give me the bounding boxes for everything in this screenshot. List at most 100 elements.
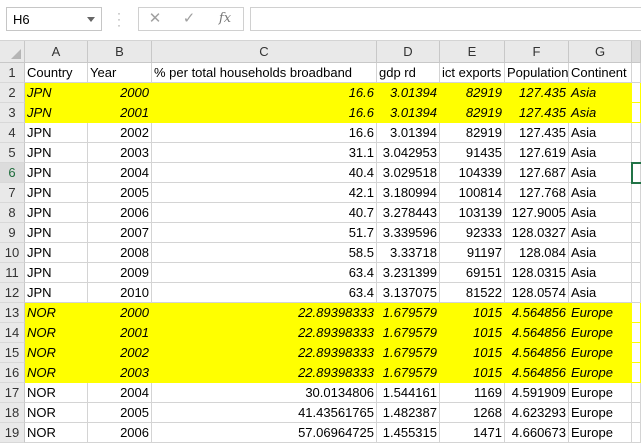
cell-a11[interactable]: JPN [25,263,88,283]
cell-d8[interactable]: 3.278443 [377,203,440,223]
column-header-e[interactable]: E [440,41,505,63]
cell-a9[interactable]: JPN [25,223,88,243]
cell-c16[interactable]: 22.89398333 [152,363,377,383]
cell-h12[interactable] [632,283,641,303]
cell-d11[interactable]: 3.231399 [377,263,440,283]
cell-c4[interactable]: 16.6 [152,123,377,143]
row-header[interactable]: 13 [0,303,25,323]
cell-g3[interactable]: Asia [569,103,632,123]
cell-c8[interactable]: 40.7 [152,203,377,223]
cell-h15[interactable] [632,343,641,363]
cell-e18[interactable]: 1268 [440,403,505,423]
cell-g5[interactable]: Asia [569,143,632,163]
cell-h18[interactable] [632,403,641,423]
cell-h8[interactable] [632,203,641,223]
cell-b18[interactable]: 2005 [88,403,152,423]
row-header[interactable]: 19 [0,423,25,443]
cell-h2[interactable] [632,83,641,103]
cell-b13[interactable]: 2000 [88,303,152,323]
cancel-icon[interactable]: ✕ [148,10,162,27]
row-header[interactable]: 3 [0,103,25,123]
row-header[interactable]: 14 [0,323,25,343]
cell-f3[interactable]: 127.435 [505,103,569,123]
cell-d19[interactable]: 1.455315 [377,423,440,443]
cell-a10[interactable]: JPN [25,243,88,263]
row-header[interactable]: 15 [0,343,25,363]
cell-b6[interactable]: 2004 [88,163,152,183]
cell-f9[interactable]: 128.0327 [505,223,569,243]
cell-c2[interactable]: 16.6 [152,83,377,103]
cell-d15[interactable]: 1.679579 [377,343,440,363]
column-header-c[interactable]: C [152,41,377,63]
cell-b10[interactable]: 2008 [88,243,152,263]
row-header[interactable]: 10 [0,243,25,263]
cell-f10[interactable]: 128.084 [505,243,569,263]
cell-d12[interactable]: 3.137075 [377,283,440,303]
row-header[interactable]: 7 [0,183,25,203]
row-header[interactable]: 6 [0,163,25,183]
cell-g18[interactable]: Europe [569,403,632,423]
cell-e14[interactable]: 1015 [440,323,505,343]
cell-c13[interactable]: 22.89398333 [152,303,377,323]
cell-f16[interactable]: 4.564856 [505,363,569,383]
cell-a2[interactable]: JPN [25,83,88,103]
cell-g15[interactable]: Europe [569,343,632,363]
cell-c15[interactable]: 22.89398333 [152,343,377,363]
cell-a17[interactable]: NOR [25,383,88,403]
cell-f13[interactable]: 4.564856 [505,303,569,323]
cell-g16[interactable]: Europe [569,363,632,383]
cell-b7[interactable]: 2005 [88,183,152,203]
insert-function-icon[interactable]: fx [218,11,232,26]
row-header[interactable]: 2 [0,83,25,103]
cell-b16[interactable]: 2003 [88,363,152,383]
cell-a7[interactable]: JPN [25,183,88,203]
cell-a18[interactable]: NOR [25,403,88,423]
cell-e6[interactable]: 104339 [440,163,505,183]
cell-a14[interactable]: NOR [25,323,88,343]
cell-g17[interactable]: Europe [569,383,632,403]
cell-c3[interactable]: 16.6 [152,103,377,123]
cell-b11[interactable]: 2009 [88,263,152,283]
cell-g12[interactable]: Asia [569,283,632,303]
cell-f6[interactable]: 127.687 [505,163,569,183]
cell-c7[interactable]: 42.1 [152,183,377,203]
cell-c11[interactable]: 63.4 [152,263,377,283]
cell-h4[interactable] [632,123,641,143]
cell-f12[interactable]: 128.0574 [505,283,569,303]
cell-d14[interactable]: 1.679579 [377,323,440,343]
cell-e11[interactable]: 69151 [440,263,505,283]
chevron-down-icon[interactable] [87,17,95,22]
cell-g2[interactable]: Asia [569,83,632,103]
cell-c5[interactable]: 31.1 [152,143,377,163]
row-header[interactable]: 9 [0,223,25,243]
cell-h13[interactable] [632,303,641,323]
cell-g6[interactable]: Asia [569,163,632,183]
cell-b12[interactable]: 2010 [88,283,152,303]
select-all-button[interactable] [0,41,25,63]
cell-b8[interactable]: 2006 [88,203,152,223]
cell-h5[interactable] [632,143,641,163]
cell-h6[interactable] [632,163,641,183]
cell-e7[interactable]: 100814 [440,183,505,203]
cell-a3[interactable]: JPN [25,103,88,123]
cell-b2[interactable]: 2000 [88,83,152,103]
cell-d7[interactable]: 3.180994 [377,183,440,203]
cell-g19[interactable]: Europe [569,423,632,443]
cell-e1[interactable]: ict exports [440,63,505,83]
cell-e16[interactable]: 1015 [440,363,505,383]
cell-b4[interactable]: 2002 [88,123,152,143]
cell-f19[interactable]: 4.660673 [505,423,569,443]
cell-b9[interactable]: 2007 [88,223,152,243]
cell-f17[interactable]: 4.591909 [505,383,569,403]
cell-d13[interactable]: 1.679579 [377,303,440,323]
row-header[interactable]: 4 [0,123,25,143]
cell-f7[interactable]: 127.768 [505,183,569,203]
cell-h11[interactable] [632,263,641,283]
cell-e12[interactable]: 81522 [440,283,505,303]
cell-b1[interactable]: Year [88,63,152,83]
cell-d6[interactable]: 3.029518 [377,163,440,183]
cell-a12[interactable]: JPN [25,283,88,303]
cell-d3[interactable]: 3.01394 [377,103,440,123]
cell-h14[interactable] [632,323,641,343]
cell-e19[interactable]: 1471 [440,423,505,443]
